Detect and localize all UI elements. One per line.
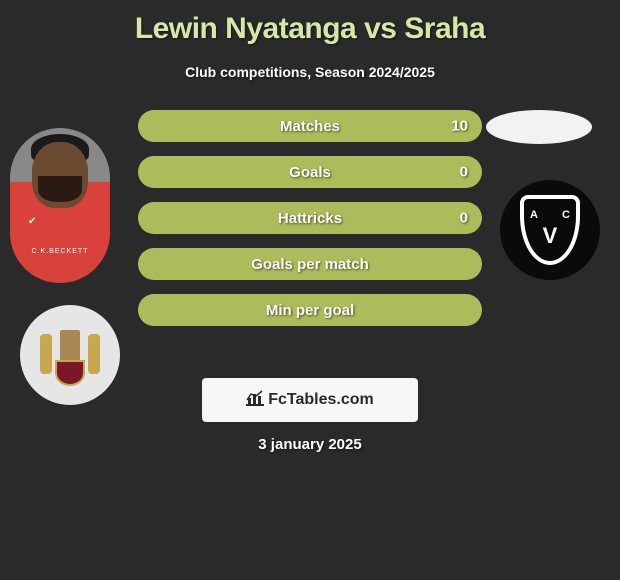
stat-value: 10: [451, 118, 468, 135]
stat-value: 0: [460, 210, 468, 227]
stat-label: Matches: [280, 118, 340, 135]
crest1-shield: [55, 360, 85, 386]
stat-label: Goals per match: [251, 256, 369, 273]
page-title: Lewin Nyatanga vs Sraha: [0, 0, 620, 46]
crest1-tower: [60, 330, 80, 364]
stat-bar-hattricks: Hattricks 0: [138, 202, 482, 234]
player1-club-crest: [20, 305, 120, 405]
chart-icon: [246, 390, 264, 411]
brand-badge[interactable]: FcTables.com: [202, 378, 418, 422]
nike-icon: ✔: [28, 216, 36, 227]
stat-bar-min-per-goal: Min per goal: [138, 294, 482, 326]
player1-photo: ✔ C.K.BECKETT: [10, 128, 110, 283]
player1-shirt-sponsor: C.K.BECKETT: [32, 248, 89, 255]
stat-bar-goals-per-match: Goals per match: [138, 248, 482, 280]
player1-beard: [38, 176, 82, 202]
footer-date: 3 january 2025: [258, 436, 361, 453]
stat-bar-goals: Goals 0: [138, 156, 482, 188]
page-subtitle: Club competitions, Season 2024/2025: [0, 64, 620, 80]
player2-club-crest: A C V: [500, 180, 600, 280]
crest2-letter-v: V: [543, 223, 558, 249]
crest2-letter-a: A: [530, 209, 538, 221]
crest2-letter-c: C: [562, 209, 570, 221]
stat-label: Min per goal: [266, 302, 354, 319]
stat-label: Goals: [289, 164, 331, 181]
player2-photo-placeholder: [486, 110, 592, 144]
stat-value: 0: [460, 164, 468, 181]
stat-label: Hattricks: [278, 210, 342, 227]
crest1-lion-left: [40, 334, 52, 374]
crest1-lion-right: [88, 334, 100, 374]
brand-text: FcTables.com: [268, 391, 374, 409]
stat-bars: Matches 10 Goals 0 Hattricks 0 Goals per…: [138, 110, 482, 340]
stat-bar-matches: Matches 10: [138, 110, 482, 142]
crest2-shield: A C V: [520, 195, 580, 265]
